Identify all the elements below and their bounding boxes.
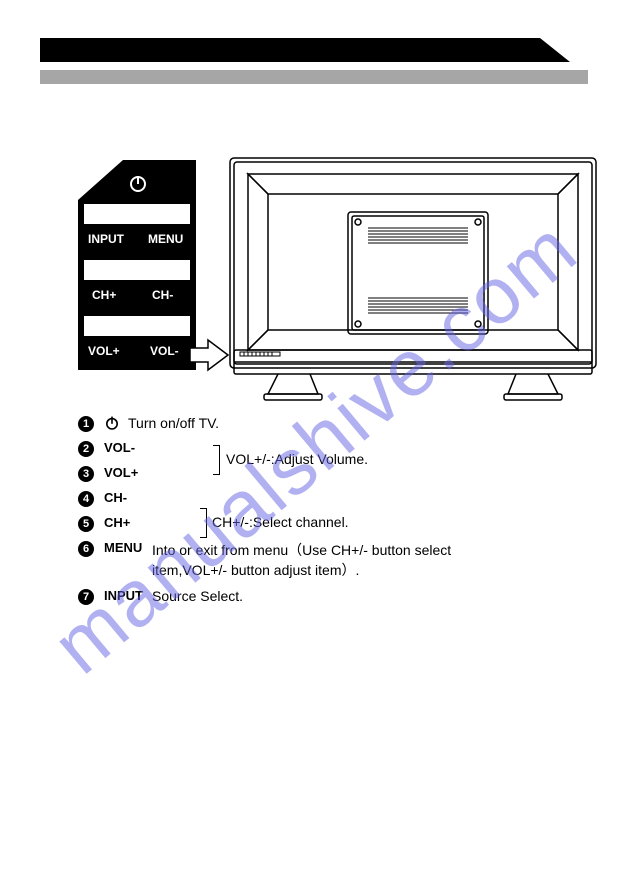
legend-num-7: 7 [78, 589, 94, 605]
legend-item-6: 6 MENU Into or exit from menu（Use CH+/- … [78, 540, 558, 580]
remote-button-row-1 [84, 204, 190, 224]
legend-desc-7: Source Select. [152, 588, 243, 604]
legend-key-3: VOL+ [104, 465, 152, 480]
legend-desc-1: Turn on/off TV. [128, 415, 219, 431]
group-label-vol: VOL+/-:Adjust Volume. [226, 451, 368, 467]
legend-desc-6: Into or exit from menu（Use CH+/- button … [152, 540, 512, 580]
legend-num-2: 2 [78, 441, 94, 457]
remote-button-row-2 [84, 260, 190, 280]
remote-button-row-3 [84, 316, 190, 336]
group-label-ch: CH+/-:Select channel. [212, 514, 349, 530]
remote-label-volplus: VOL+ [88, 344, 120, 358]
diagram-area: INPUT MENU CH+ CH- VOL+ VOL- [78, 160, 588, 410]
legend-num-6: 6 [78, 541, 94, 557]
legend-num-4: 4 [78, 491, 94, 507]
bracket-ch [200, 508, 207, 538]
bracket-vol [213, 445, 220, 475]
legend-num-5: 5 [78, 516, 94, 532]
legend-item-1: 1 Turn on/off TV. [78, 415, 558, 432]
remote-label-input: INPUT [88, 232, 124, 246]
header-gray-bar [40, 70, 588, 84]
legend-item-7: 7 INPUT Source Select. [78, 588, 558, 605]
power-icon [128, 174, 148, 194]
remote-label-chminus: CH- [152, 288, 173, 302]
header-notch [540, 38, 588, 62]
legend-key-6: MENU [104, 540, 152, 555]
remote-label-menu: MENU [148, 232, 183, 246]
legend-num-3: 3 [78, 466, 94, 482]
header-black-bar [40, 38, 540, 62]
tv-back-diagram [218, 150, 608, 410]
remote-label-volminus: VOL- [150, 344, 179, 358]
legend-key-4: CH- [104, 490, 152, 505]
legend-key-5: CH+ [104, 515, 152, 530]
remote-panel: INPUT MENU CH+ CH- VOL+ VOL- [78, 160, 198, 375]
arrow-icon [190, 338, 230, 372]
power-icon [104, 415, 120, 431]
legend-key-2: VOL- [104, 440, 152, 455]
legend-item-4: 4 CH- [78, 490, 558, 507]
remote-label-chplus: CH+ [92, 288, 116, 302]
legend: 1 Turn on/off TV. 2 VOL- 3 VOL+ 4 CH- 5 … [78, 415, 558, 613]
legend-item-3: 3 VOL+ [78, 465, 558, 482]
legend-num-1: 1 [78, 416, 94, 432]
legend-key-7: INPUT [104, 588, 152, 603]
